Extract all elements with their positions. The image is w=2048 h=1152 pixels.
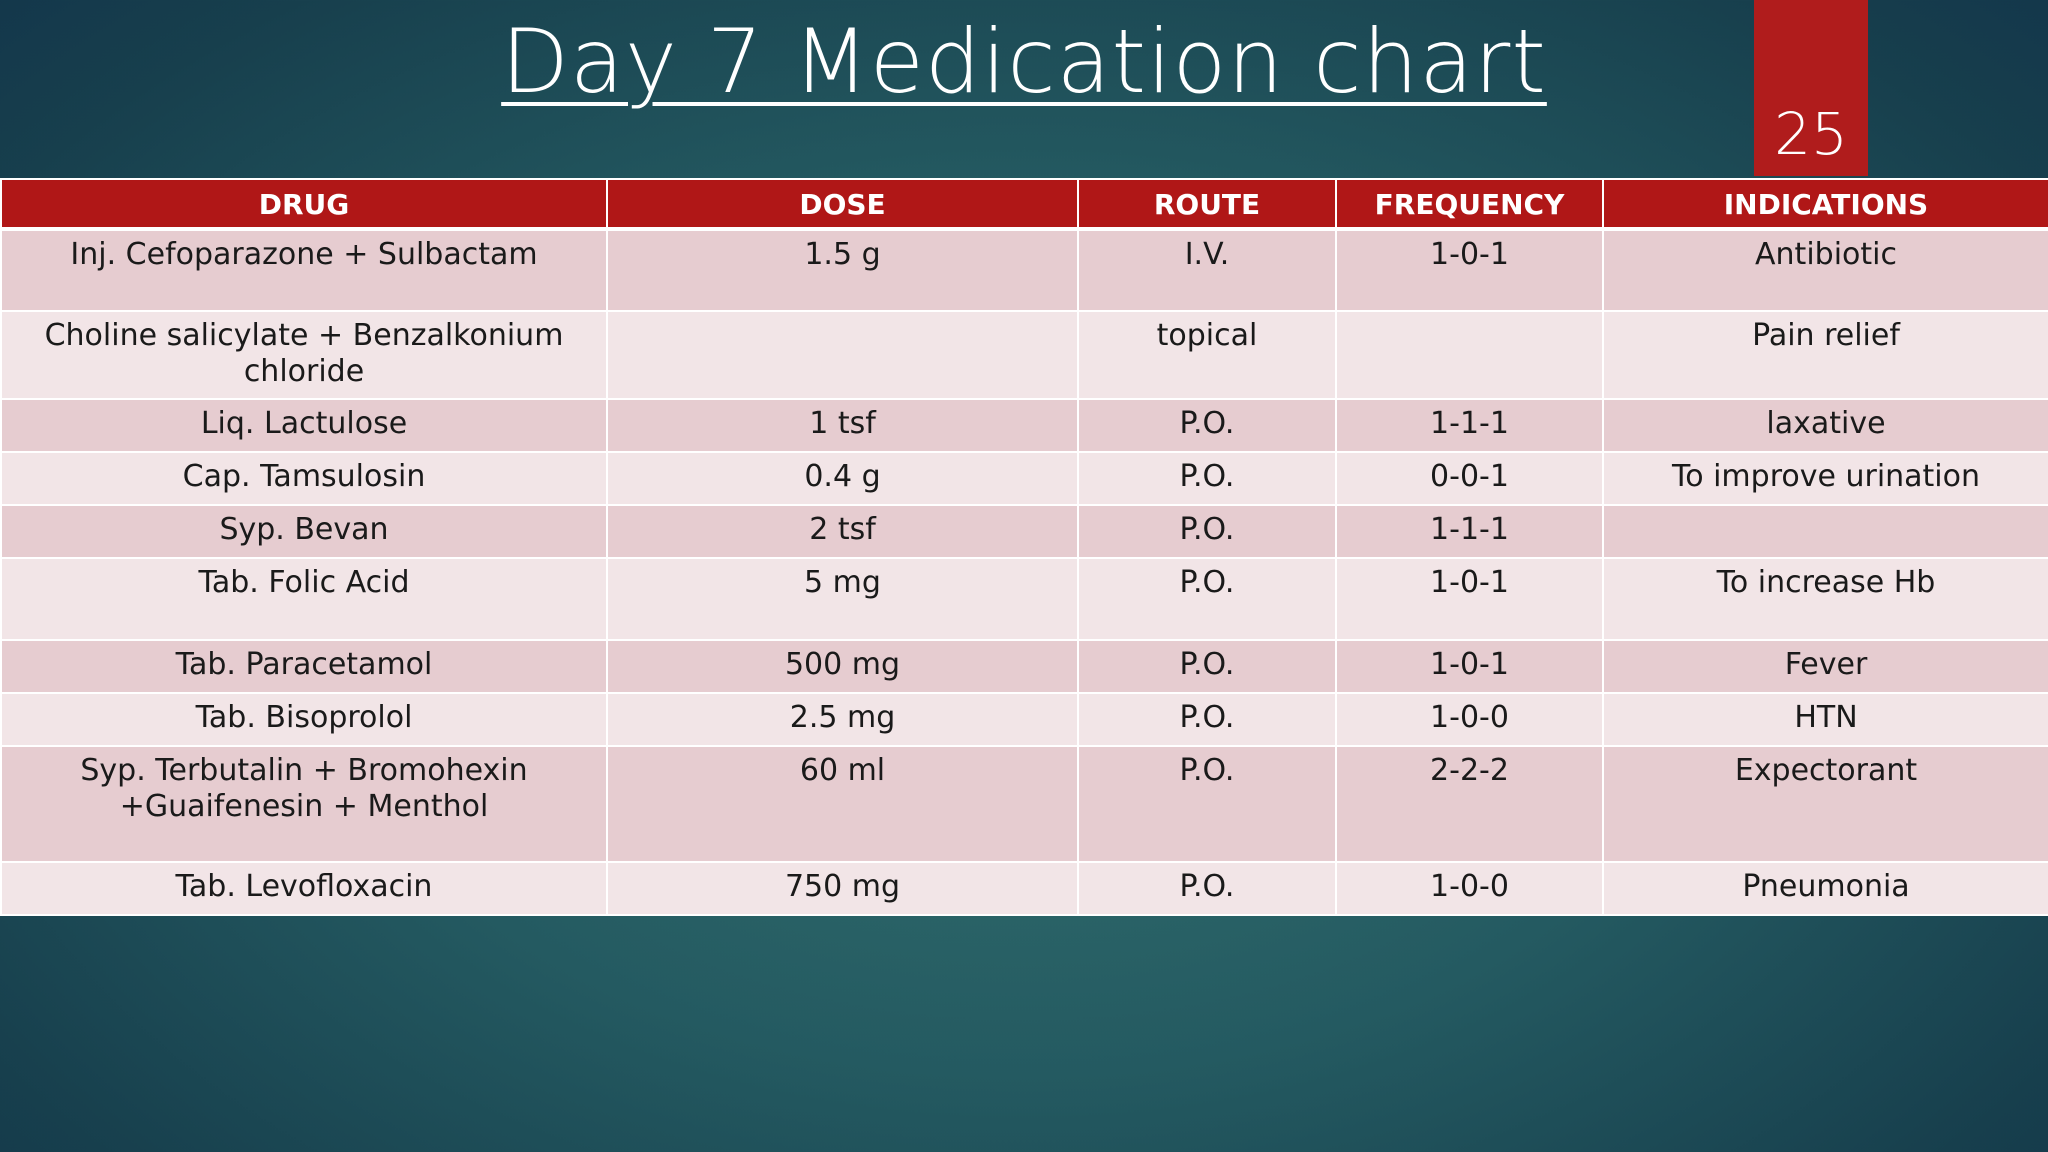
table-row: Syp. Terbutalin + Bromohexin +Guaifenesi… xyxy=(0,745,2048,863)
cell-drug: Tab. Levofloxacin xyxy=(0,861,608,916)
cell-frequency: 1-0-0 xyxy=(1335,692,1604,747)
cell-dose xyxy=(606,310,1079,400)
cell-indication: Antibiotic xyxy=(1602,228,2048,312)
table-row: Tab. Levofloxacin 750 mg P.O. 1-0-0 Pneu… xyxy=(0,861,2048,916)
cell-indication xyxy=(1602,504,2048,559)
cell-drug: Cap. Tamsulosin xyxy=(0,451,608,506)
cell-drug: Tab. Paracetamol xyxy=(0,639,608,694)
cell-dose: 5 mg xyxy=(606,557,1079,641)
cell-drug: Liq. Lactulose xyxy=(0,398,608,453)
cell-frequency: 1-1-1 xyxy=(1335,398,1604,453)
cell-route: P.O. xyxy=(1077,692,1337,747)
cell-frequency: 0-0-1 xyxy=(1335,451,1604,506)
cell-indication: Pain relief xyxy=(1602,310,2048,400)
cell-route: P.O. xyxy=(1077,745,1337,863)
cell-frequency: 2-2-2 xyxy=(1335,745,1604,863)
cell-drug: Choline salicylate + Benzalkonium chlori… xyxy=(0,310,608,400)
cell-dose: 750 mg xyxy=(606,861,1079,916)
cell-route: P.O. xyxy=(1077,557,1337,641)
header-indications: INDICATIONS xyxy=(1602,178,2048,231)
cell-dose: 60 ml xyxy=(606,745,1079,863)
page-number: 25 xyxy=(1774,100,1848,168)
table-header-row: DRUG DOSE ROUTE FREQUENCY INDICATIONS xyxy=(0,178,2048,231)
cell-route: I.V. xyxy=(1077,228,1337,312)
cell-dose: 1 tsf xyxy=(606,398,1079,453)
table-row: Inj. Cefoparazone + Sulbactam 1.5 g I.V.… xyxy=(0,228,2048,312)
header-frequency: FREQUENCY xyxy=(1335,178,1604,231)
cell-indication: To increase Hb xyxy=(1602,557,2048,641)
cell-drug: Tab. Bisoprolol xyxy=(0,692,608,747)
cell-frequency xyxy=(1335,310,1604,400)
cell-drug: Syp. Bevan xyxy=(0,504,608,559)
cell-frequency: 1-0-1 xyxy=(1335,639,1604,694)
cell-frequency: 1-0-1 xyxy=(1335,228,1604,312)
cell-dose: 0.4 g xyxy=(606,451,1079,506)
cell-frequency: 1-0-1 xyxy=(1335,557,1604,641)
slide-title: Day 7 Medication chart xyxy=(501,10,1547,113)
table-row: Syp. Bevan 2 tsf P.O. 1-1-1 xyxy=(0,504,2048,559)
cell-indication: HTN xyxy=(1602,692,2048,747)
cell-route: P.O. xyxy=(1077,861,1337,916)
page-number-tab: 25 xyxy=(1754,0,1868,176)
table-row: Tab. Folic Acid 5 mg P.O. 1-0-1 To incre… xyxy=(0,557,2048,641)
cell-drug: Tab. Folic Acid xyxy=(0,557,608,641)
cell-route: P.O. xyxy=(1077,639,1337,694)
cell-dose: 500 mg xyxy=(606,639,1079,694)
header-dose: DOSE xyxy=(606,178,1079,231)
cell-dose: 2.5 mg xyxy=(606,692,1079,747)
cell-dose: 2 tsf xyxy=(606,504,1079,559)
cell-indication: Fever xyxy=(1602,639,2048,694)
medication-table: DRUG DOSE ROUTE FREQUENCY INDICATIONS In… xyxy=(0,178,2048,916)
cell-drug: Inj. Cefoparazone + Sulbactam xyxy=(0,228,608,312)
header-drug: DRUG xyxy=(0,178,608,231)
cell-indication: laxative xyxy=(1602,398,2048,453)
cell-route: P.O. xyxy=(1077,398,1337,453)
cell-indication: Pneumonia xyxy=(1602,861,2048,916)
cell-frequency: 1-1-1 xyxy=(1335,504,1604,559)
cell-route: P.O. xyxy=(1077,504,1337,559)
cell-dose: 1.5 g xyxy=(606,228,1079,312)
cell-route: topical xyxy=(1077,310,1337,400)
header-route: ROUTE xyxy=(1077,178,1337,231)
cell-route: P.O. xyxy=(1077,451,1337,506)
table-row: Choline salicylate + Benzalkonium chlori… xyxy=(0,310,2048,400)
cell-frequency: 1-0-0 xyxy=(1335,861,1604,916)
table-row: Liq. Lactulose 1 tsf P.O. 1-1-1 laxative xyxy=(0,398,2048,453)
cell-indication: Expectorant xyxy=(1602,745,2048,863)
cell-indication: To improve urination xyxy=(1602,451,2048,506)
table-row: Cap. Tamsulosin 0.4 g P.O. 0-0-1 To impr… xyxy=(0,451,2048,506)
table-row: Tab. Bisoprolol 2.5 mg P.O. 1-0-0 HTN xyxy=(0,692,2048,747)
cell-drug: Syp. Terbutalin + Bromohexin +Guaifenesi… xyxy=(0,745,608,863)
table-row: Tab. Paracetamol 500 mg P.O. 1-0-1 Fever xyxy=(0,639,2048,694)
